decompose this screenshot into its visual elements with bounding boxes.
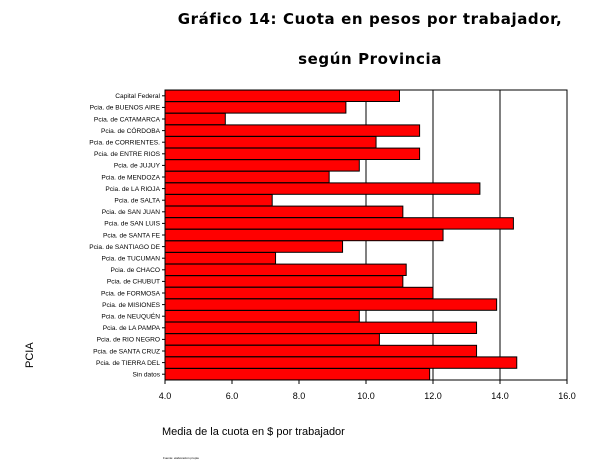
category-label: Pcia. de LA RIOJA: [105, 186, 160, 193]
bar: [164, 147, 421, 161]
bar: [164, 298, 498, 311]
category-label: Pcia. de SANTA CRUZ: [93, 348, 160, 355]
category-label: Pcia. de SANTIAGO DE: [89, 244, 160, 251]
bar: [164, 228, 444, 242]
category-label: Capital Federal: [115, 93, 160, 100]
category-label: Pcia. de RIO NEGRO: [97, 337, 160, 344]
y-axis-label: PCIA: [24, 342, 36, 368]
category-label: Pcia. de SAN LUIS: [104, 221, 160, 228]
category-label: Pcia. de CHACO: [111, 267, 160, 274]
category-label: Pcia. de TIERRA DEL: [96, 360, 160, 367]
bar: [164, 286, 434, 300]
category-label: Pcia. de FORMOSA: [101, 290, 161, 297]
category-label: Pcia. de CÓRDOBA: [101, 126, 161, 135]
bar: [164, 101, 347, 114]
bar: [164, 182, 481, 195]
x-tick-label: 4.0: [159, 391, 172, 401]
category-label: Pcia. de BUENOS AIRE: [90, 105, 161, 112]
bar: [164, 136, 377, 149]
category-label: Pcia. de SALTA: [114, 198, 160, 205]
chart-subtitle: según Provincia: [298, 50, 442, 68]
category-label: Pcia. de SANTA FE: [103, 232, 161, 239]
category-label: Pcia. de CORRIENTES.: [89, 140, 160, 147]
category-label: Pcia. de CATAMARCA: [94, 116, 161, 123]
category-label: Sin datos: [133, 372, 161, 379]
category-label: Pcia. de MENDOZA: [101, 174, 160, 181]
x-tick-label: 16.0: [558, 391, 576, 401]
bar: [164, 112, 226, 126]
bar: [164, 194, 273, 207]
bar: [164, 310, 360, 323]
category-label: Pcia. de LA PAMPA: [103, 325, 161, 332]
x-tick-label: 10.0: [357, 391, 375, 401]
bar: [164, 321, 478, 335]
x-tick-label: 12.0: [424, 391, 442, 401]
bar: [164, 356, 518, 369]
category-label: Pcia. de SAN JUAN: [102, 209, 161, 216]
bar: [164, 89, 400, 102]
x-axis-label: Media de la cuota en $ por trabajador: [162, 426, 345, 438]
category-label: Pcia. de CHUBUT: [107, 279, 160, 286]
bar: [164, 159, 360, 172]
bar: [164, 263, 407, 277]
x-tick-label: 8.0: [293, 391, 306, 401]
bar: [164, 333, 380, 346]
category-label: Pcia. de TUCUMAN: [101, 256, 160, 263]
category-label: Pcia. de MISIONES: [102, 302, 161, 309]
chart-title: Gráfico 14: Cuota en pesos por trabajado…: [177, 10, 563, 28]
bar: [164, 170, 330, 184]
category-label: Pcia. de ENTRE RIOS: [94, 151, 161, 158]
bar: [164, 205, 404, 219]
bar: [164, 344, 478, 358]
category-label: Pcia. de NEUQUÉN: [101, 312, 160, 321]
source-note: Fuente: elaboración propia: [163, 456, 199, 460]
category-label: Pcia. de JUJUY: [114, 163, 161, 170]
bar: [164, 368, 431, 381]
bar: [164, 240, 344, 253]
x-tick-label: 14.0: [491, 391, 509, 401]
bar: [164, 275, 404, 288]
bar: [164, 124, 421, 137]
bar: [164, 217, 514, 230]
x-tick-label: 6.0: [226, 391, 239, 401]
bar: [164, 252, 277, 265]
